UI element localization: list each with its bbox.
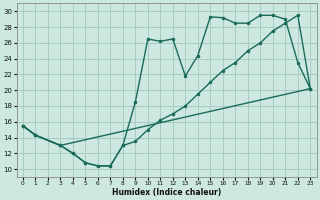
X-axis label: Humidex (Indice chaleur): Humidex (Indice chaleur) [112, 188, 221, 197]
